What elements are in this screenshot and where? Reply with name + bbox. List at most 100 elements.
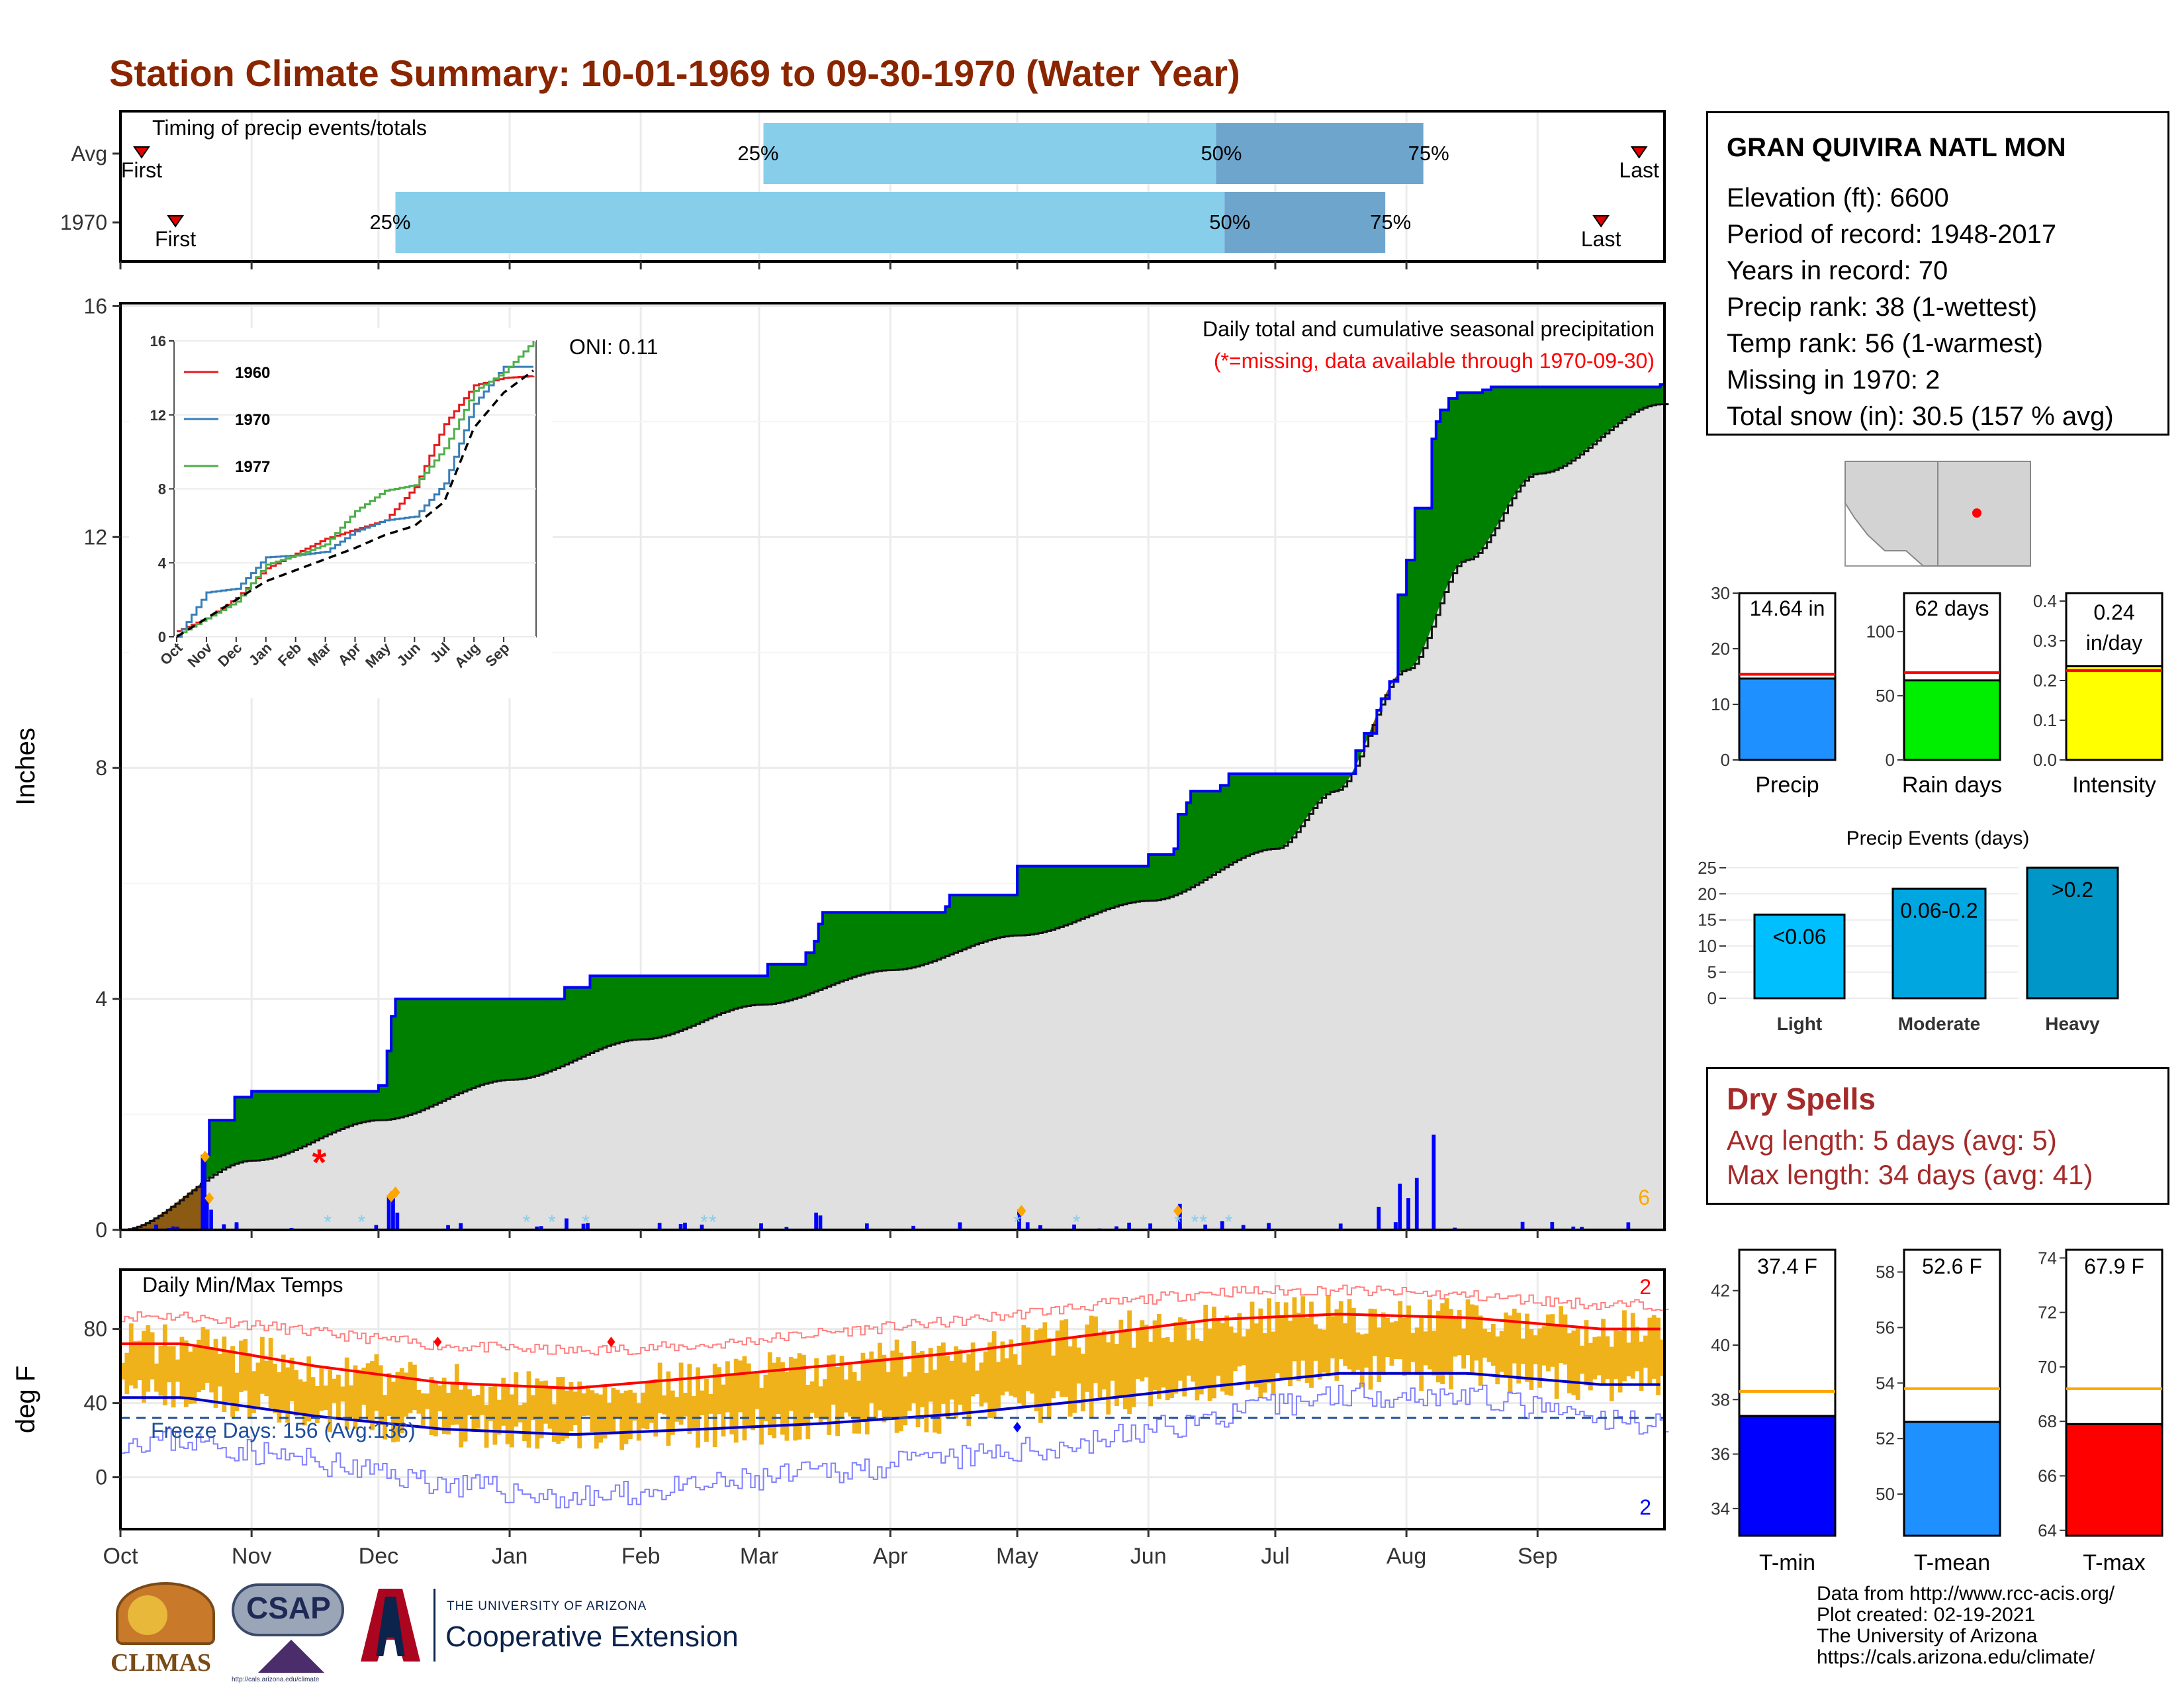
daily-temp-bar [1639, 1341, 1644, 1391]
precip-departure-area [285, 1091, 290, 1154]
daily-temp-bar [1034, 1329, 1039, 1411]
timing-label-25: 25% [369, 211, 410, 234]
precip-departure-area [1101, 866, 1107, 912]
daily-temp-bar [251, 1371, 256, 1413]
daily-temp-bar [1127, 1310, 1132, 1415]
record-low-count: 2 [1639, 1495, 1651, 1519]
daily-temp-bar [1055, 1330, 1060, 1391]
daily-temp-bar [383, 1395, 388, 1440]
temp-bar-ytick-label: 50 [1876, 1484, 1895, 1504]
precip-departure-area [306, 1091, 311, 1145]
precip-departure-area [1021, 866, 1026, 936]
record-marker [1017, 1205, 1026, 1217]
precip-departure-area [932, 912, 937, 962]
precip-departure-area [936, 912, 942, 960]
temp-bar-value: 37.4 F [1757, 1254, 1817, 1278]
temp-bar-label: T-mean [1914, 1550, 1990, 1575]
precip-departure-area [856, 912, 861, 976]
summary-bar-value: 0.24 [2093, 600, 2134, 624]
snow-star: * [1073, 1211, 1081, 1233]
daily-temp-bar [1300, 1296, 1306, 1361]
precip-departure-area [420, 998, 426, 1111]
precip-departure-area [518, 998, 523, 1080]
precip-departure-area [751, 975, 756, 1006]
precip-departure-area [1334, 773, 1340, 792]
daily-temp-bar [966, 1354, 972, 1427]
daily-temp-bar [441, 1378, 447, 1434]
station-elevation: Elevation (ft): 6600 [1727, 183, 1949, 212]
summary-bar-value: 62 days [1915, 596, 1989, 620]
daily-temp-bar [429, 1377, 434, 1436]
precip-departure-area [983, 894, 988, 942]
precip-departure-area [890, 912, 895, 970]
daily-temp-bar [1241, 1336, 1246, 1366]
daily-precip-bar [759, 1223, 763, 1230]
precip-departure-area [1287, 773, 1293, 843]
precip-departure-area [758, 975, 764, 1006]
daily-temp-bar [1440, 1303, 1445, 1384]
daily-temp-bar [687, 1364, 692, 1434]
daily-temp-bar [543, 1380, 548, 1424]
events-ytick-label: 10 [1698, 936, 1717, 956]
precip-departure-area [877, 912, 882, 972]
precip-departure-area [1161, 854, 1166, 900]
oni-label: ONI: 0.11 [569, 335, 659, 359]
daily-temp-bar [1406, 1305, 1411, 1374]
precip-departure-area [1617, 387, 1623, 424]
daily-temp-bar [361, 1368, 367, 1405]
daily-temp-bar [1546, 1314, 1551, 1372]
daily-precip-bar [1520, 1221, 1525, 1230]
precip-departure-area [1499, 387, 1504, 522]
precip-departure-area [323, 1091, 328, 1137]
daily-temp-bar [404, 1372, 409, 1417]
precip-departure-area [1025, 866, 1030, 935]
precip-departure-area [1541, 387, 1547, 474]
daily-temp-bar [814, 1358, 819, 1419]
daily-temp-bar [839, 1356, 844, 1419]
precip-departure-area [1156, 854, 1161, 901]
temp-bar-ytick-label: 64 [2038, 1521, 2057, 1540]
precip-departure-area [437, 998, 443, 1103]
daily-temp-bar [920, 1351, 925, 1407]
last-marker [1592, 215, 1610, 228]
precip-departure-area [1131, 866, 1136, 903]
precip-departure-area [471, 998, 477, 1089]
daily-temp-bar [1453, 1318, 1458, 1357]
daily-temp-bar [306, 1356, 312, 1422]
first-marker [133, 146, 150, 159]
precip-departure-area [1004, 894, 1009, 937]
daily-temp-bar [535, 1378, 540, 1449]
daily-temp-bar [949, 1360, 954, 1400]
precip-departure-area [1224, 785, 1229, 868]
daily-temp-bar [793, 1358, 798, 1441]
precip-departure-area [606, 975, 612, 1047]
daily-temp-bar [772, 1362, 777, 1438]
daily-temp-bar [205, 1329, 210, 1383]
event-bar-heavy [2026, 867, 2119, 1000]
daily-temp-bar [539, 1381, 544, 1438]
timing-label-75: 75% [1370, 211, 1411, 234]
precip-departure-area [585, 987, 590, 1055]
daily-temp-bar [1224, 1315, 1230, 1395]
climas-logo: CLIMAS [109, 1582, 218, 1681]
timing-row-label: Avg [71, 142, 107, 165]
daily-temp-bar [209, 1346, 214, 1393]
climas-logo-text: CLIMAS [111, 1649, 212, 1677]
precip-departure-area [1228, 773, 1234, 865]
daily-temp-bar [691, 1396, 696, 1430]
daily-precip-bar [1115, 1226, 1118, 1230]
summary-bar-label: Precip [1755, 773, 1819, 798]
daily-temp-bar [1347, 1299, 1352, 1370]
credit-url: https://cals.arizona.edu/climate/ [1817, 1646, 2095, 1668]
daily-temp-bar [162, 1324, 167, 1405]
daily-temp-bar [843, 1379, 848, 1413]
precip-departure-area [1050, 866, 1056, 930]
precip-departure-area [1283, 773, 1289, 847]
precip-departure-area [1093, 866, 1098, 915]
temp-bar-ytick-label: 38 [1711, 1389, 1730, 1409]
daily-temp-bar [759, 1387, 764, 1445]
daily-temp-bar [323, 1385, 328, 1410]
daily-temp-bar [1097, 1333, 1103, 1398]
precip-departure-area [522, 998, 527, 1079]
